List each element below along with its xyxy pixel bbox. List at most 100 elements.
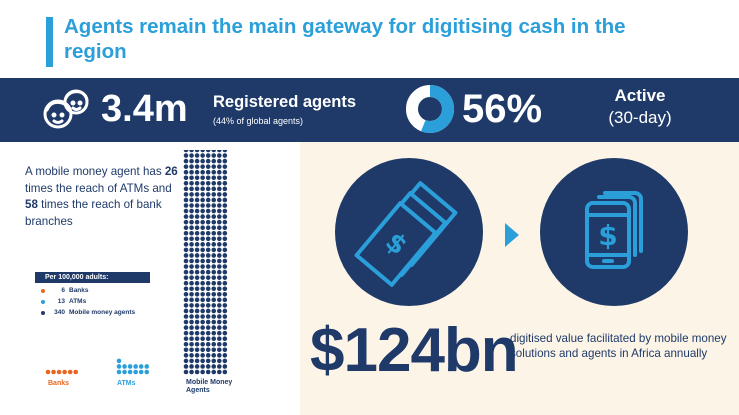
dot-mobile-money-agents [200,175,205,181]
dot-mobile-money-agents [205,269,211,275]
dot-mobile-money-agents [222,258,228,264]
dot-banks [45,369,51,375]
dot-mobile-money-agents [200,169,205,175]
dot-mobile-money-agents [217,325,222,330]
dot-mobile-money-agents [183,308,189,314]
dot-mobile-money-agents [211,186,217,192]
people-icon [43,89,89,129]
dot-mobile-money-agents [194,247,200,253]
dot-mobile-money-agents [222,280,228,286]
dot-mobile-money-agents [189,325,194,330]
dot-mobile-money-agents [200,225,205,230]
dot-atms [127,364,133,369]
dot-mobile-money-agents [205,253,211,258]
dot-mobile-money-agents [217,297,222,303]
dot-mobile-money-agents [217,153,222,158]
active-agents-label: Active [614,86,666,105]
dot-atms [144,364,150,369]
dot-mobile-money-agents [211,197,217,203]
dot-mobile-money-agents [200,192,205,197]
dot-mobile-money-agents [222,319,228,325]
dot-mobile-money-agents [189,292,194,297]
dot-mobile-money-agents [211,203,217,208]
dot-mobile-money-agents [194,347,200,353]
dot-mobile-money-agents [200,353,205,358]
dot-mobile-money-agents [200,292,205,297]
dot-mobile-money-agents [222,153,228,158]
dot-mobile-money-agents [183,341,189,347]
dot-mobile-money-agents [222,181,228,186]
dot-mobile-money-agents [183,286,189,292]
dot-mobile-money-agents [200,336,205,341]
dot-mobile-money-agents [222,264,228,269]
dot-mobile-money-agents [211,280,217,286]
dot-atms [133,364,138,369]
dot-mobile-money-agents [200,369,205,375]
dot-mobile-money-agents [222,286,228,292]
dot-mobile-money-agents [183,186,189,192]
dot-mobile-money-agents [205,230,211,236]
dot-mobile-money-agents [217,230,222,236]
dot-mobile-money-agents [200,269,205,275]
dot-mobile-money-agents [183,242,189,247]
dot-mobile-money-agents [217,186,222,192]
dot-mobile-money-agents [183,236,189,242]
dot-mobile-money-agents [222,192,228,197]
dot-mobile-money-agents [205,264,211,269]
dot-mobile-money-agents [205,314,211,319]
dot-mobile-money-agents [200,181,205,186]
dot-mobile-money-agents [194,292,200,297]
category-label-atms: ATMs [117,380,136,387]
dot-atms [144,369,150,375]
dot-mobile-money-agents [222,325,228,330]
digitised-value-description: digitised value facilitated by mobile mo… [510,332,727,360]
dot-mobile-money-agents [211,158,217,164]
dot-mobile-money-agents [183,214,189,219]
dot-mobile-money-agents [217,175,222,181]
dot-mobile-money-agents [189,258,194,264]
dot-mobile-money-agents [217,169,222,175]
dot-mobile-money-agents [205,341,211,347]
dot-mobile-money-agents [189,230,194,236]
dot-mobile-money-agents [189,336,194,341]
dot-mobile-money-agents [205,181,211,186]
dot-mobile-money-agents [200,264,205,269]
dot-mobile-money-agents [217,214,222,219]
dot-mobile-money-agents [189,186,194,192]
dot-mobile-money-agents [189,353,194,358]
dot-mobile-money-agents [189,369,194,375]
dot-mobile-money-agents [211,364,217,369]
dot-mobile-money-agents [200,186,205,192]
dot-atms [138,364,144,369]
dot-mobile-money-agents [222,158,228,164]
mobile-money-phone-icon: $ [585,191,643,269]
category-label-agents: Mobile Money Agents [186,379,233,394]
dot-mobile-money-agents [194,325,200,330]
dot-mobile-money-agents [211,219,217,225]
dot-mobile-money-agents [189,286,194,292]
dot-mobile-money-agents [189,242,194,247]
dot-mobile-money-agents [217,330,222,336]
dot-mobile-money-agents [183,358,189,364]
dot-mobile-money-agents [200,153,205,158]
stats-banner [0,78,739,142]
dot-mobile-money-agents [200,308,205,314]
dot-mobile-money-agents [211,236,217,242]
dot-mobile-money-agents [222,150,228,153]
banknotes-icon: $ [354,181,458,287]
legend-title: Per 100,000 adults: [35,272,150,283]
dot-mobile-money-agents [183,297,189,303]
dot-mobile-money-agents [189,319,194,325]
dot-mobile-money-agents [200,197,205,203]
dot-mobile-money-agents [217,247,222,253]
dot-mobile-money-agents [194,280,200,286]
dot-mobile-money-agents [194,230,200,236]
dot-mobile-money-agents [222,275,228,280]
dot-mobile-money-agents [205,242,211,247]
dot-mobile-money-agents [205,169,211,175]
dot-mobile-money-agents [211,297,217,303]
dot-mobile-money-agents [211,258,217,264]
dot-mobile-money-agents [189,175,194,181]
dot-mobile-money-agents [217,314,222,319]
dot-mobile-money-agents [217,292,222,297]
